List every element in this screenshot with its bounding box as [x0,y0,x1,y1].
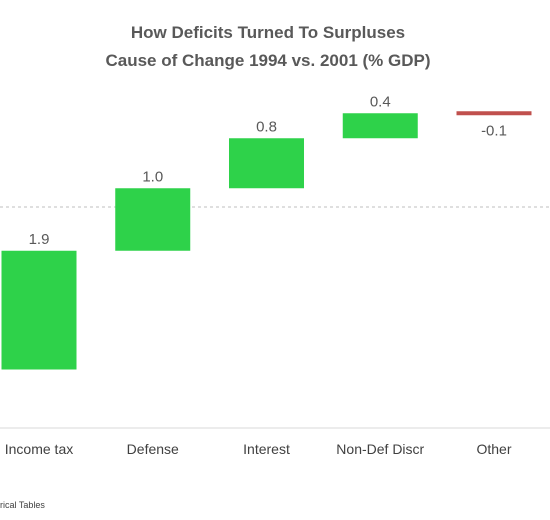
category-label: Income tax [5,441,73,457]
data-label: 1.9 [29,231,50,248]
source-note: rical Tables [0,500,45,510]
data-label: 1.0 [142,168,163,185]
chart-subtitle: Cause of Change 1994 vs. 2001 (% GDP) [105,51,430,70]
category-label: Defense [127,441,179,457]
bar-other [456,111,532,116]
bars-group: 1.9 Income tax 1.0 Defense 0.8 Interest 0.4 Non… [1,93,532,457]
data-label: -0.1 [481,122,507,139]
category-label: Other [476,441,511,457]
category-label: Interest [243,441,290,457]
bar-income-tax [1,250,77,370]
bar-defense [115,188,191,251]
data-label: 0.4 [370,93,391,110]
category-label: Non-Def Discr [336,441,424,457]
bar-non-def-discr [342,113,418,139]
bar-interest [229,138,304,189]
data-label: 0.8 [256,118,277,135]
chart-title: How Deficits Turned To Surpluses [131,23,405,42]
